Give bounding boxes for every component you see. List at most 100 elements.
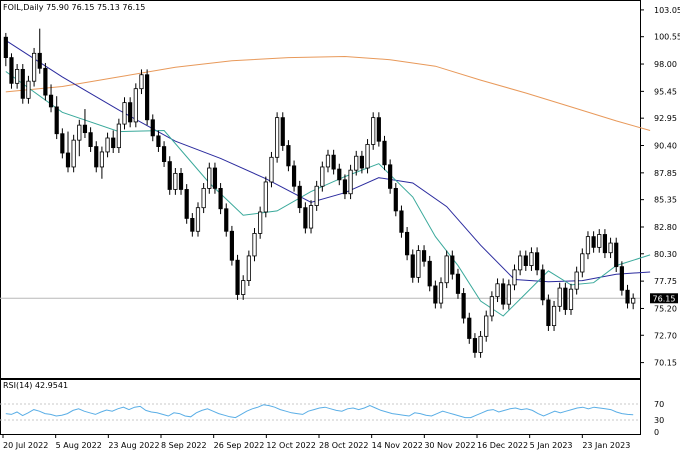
candle-body	[619, 266, 624, 291]
candle-body	[303, 207, 308, 229]
candle-body	[128, 102, 133, 123]
candle-body	[156, 135, 161, 147]
date-tick-label: 8 Sep 2022	[161, 441, 207, 450]
price-axis: 103.05 100.55 98.00 95.45 92.95 90.40 87.85 85.…	[640, 6, 680, 368]
candle-body	[433, 285, 438, 304]
date-tick-label: 23 Jan 2023	[582, 441, 630, 450]
candle-body	[444, 255, 449, 284]
price-panel-frame	[0, 0, 641, 379]
candle-body	[625, 289, 630, 304]
candle-body	[371, 117, 376, 145]
candle-body	[388, 164, 393, 189]
candle-body	[557, 287, 562, 307]
rsi-axis: 70 30 0	[654, 400, 664, 437]
date-tick-label: 28 Oct 2022	[319, 441, 368, 450]
candle-body	[122, 102, 127, 125]
candle-body	[99, 151, 105, 168]
candle-body	[291, 165, 297, 187]
candle-body	[614, 242, 619, 268]
candle-body	[48, 94, 54, 108]
candle-body	[3, 36, 8, 59]
candle-body	[568, 288, 574, 310]
candle-body	[376, 117, 381, 142]
date-tick-label: 5 Jan 2023	[530, 441, 573, 450]
candle-body	[229, 230, 234, 261]
price-tick-label: 72.70	[654, 331, 677, 340]
symbol-label: FOIL	[3, 3, 21, 12]
header-separator: ,	[21, 3, 24, 12]
candle-body	[37, 52, 42, 69]
current-price-tag: 76.15	[650, 293, 678, 304]
candle-body	[320, 166, 325, 187]
candle-body	[269, 156, 274, 183]
candle-body	[382, 140, 387, 166]
candle-body	[297, 185, 302, 209]
candle-body	[88, 132, 93, 147]
moving-averages	[5, 39, 651, 317]
candle-body	[111, 137, 116, 149]
candle-body	[314, 185, 319, 206]
candle-body	[551, 305, 557, 327]
candle-body	[546, 299, 551, 327]
price-tick-label: 85.35	[654, 196, 677, 205]
chart-header: FOIL,Daily 75.90 76.15 75.13 76.15	[3, 3, 145, 12]
date-axis: 20 Jul 2022 5 Aug 2022 23 Aug 2022 8 Sep 20…	[2, 434, 630, 450]
candle-body	[534, 252, 540, 271]
candle-body	[501, 283, 506, 305]
candle-body	[139, 74, 144, 90]
candle-body	[150, 119, 155, 137]
candle-body	[467, 317, 472, 339]
candle-body	[65, 152, 71, 168]
candle-body	[478, 335, 483, 353]
candle-body	[354, 155, 359, 171]
candle-body	[399, 210, 404, 233]
price-tick-label: 75.20	[654, 304, 677, 313]
candle-body	[342, 179, 348, 195]
candle-body	[212, 167, 218, 189]
candle-body	[325, 154, 331, 168]
candle-body	[484, 315, 489, 337]
rsi-label: RSI(14) 42.9541	[3, 381, 68, 390]
candle-body	[585, 236, 591, 255]
rsi-series	[5, 404, 634, 419]
candle-body	[280, 117, 285, 146]
date-tick-label: 5 Aug 2022	[56, 441, 102, 450]
candle-body	[365, 144, 370, 169]
candle-body	[26, 80, 31, 99]
candle-body	[523, 255, 528, 266]
candle-body	[235, 259, 240, 295]
candle-body	[178, 172, 184, 190]
price-tick-label: 95.45	[654, 87, 677, 96]
candle-body	[489, 296, 494, 317]
timeframe-label: Daily	[23, 3, 44, 12]
candle-body	[359, 155, 364, 169]
candle-body	[71, 139, 76, 168]
candle-body	[410, 254, 415, 278]
candle-body	[246, 255, 251, 281]
candle-body	[218, 187, 223, 210]
price-tick-label: 98.00	[654, 60, 677, 69]
candle-body	[518, 255, 523, 271]
candle-body	[190, 218, 195, 232]
date-tick-label: 16 Dec 2022	[477, 441, 528, 450]
candle-body	[9, 57, 14, 84]
candle-body	[133, 88, 138, 123]
date-tick-label: 23 Aug 2022	[108, 441, 159, 450]
candle-body	[450, 255, 455, 275]
candle-body	[286, 145, 291, 167]
candle-body	[201, 187, 206, 209]
ma-fast-line	[5, 71, 651, 317]
price-tick-label: 70.15	[654, 359, 677, 368]
candle-body	[94, 146, 99, 168]
candle-body	[512, 269, 517, 286]
candle-body	[348, 169, 353, 195]
candle-body	[405, 231, 410, 256]
price-tick-label: 82.80	[654, 223, 677, 232]
candle-body	[631, 297, 636, 304]
date-tick-label: 14 Nov 2022	[372, 441, 423, 450]
candle-body	[116, 123, 121, 149]
candle-body	[224, 208, 229, 232]
candle-body	[421, 250, 427, 262]
candle-body	[167, 161, 172, 190]
